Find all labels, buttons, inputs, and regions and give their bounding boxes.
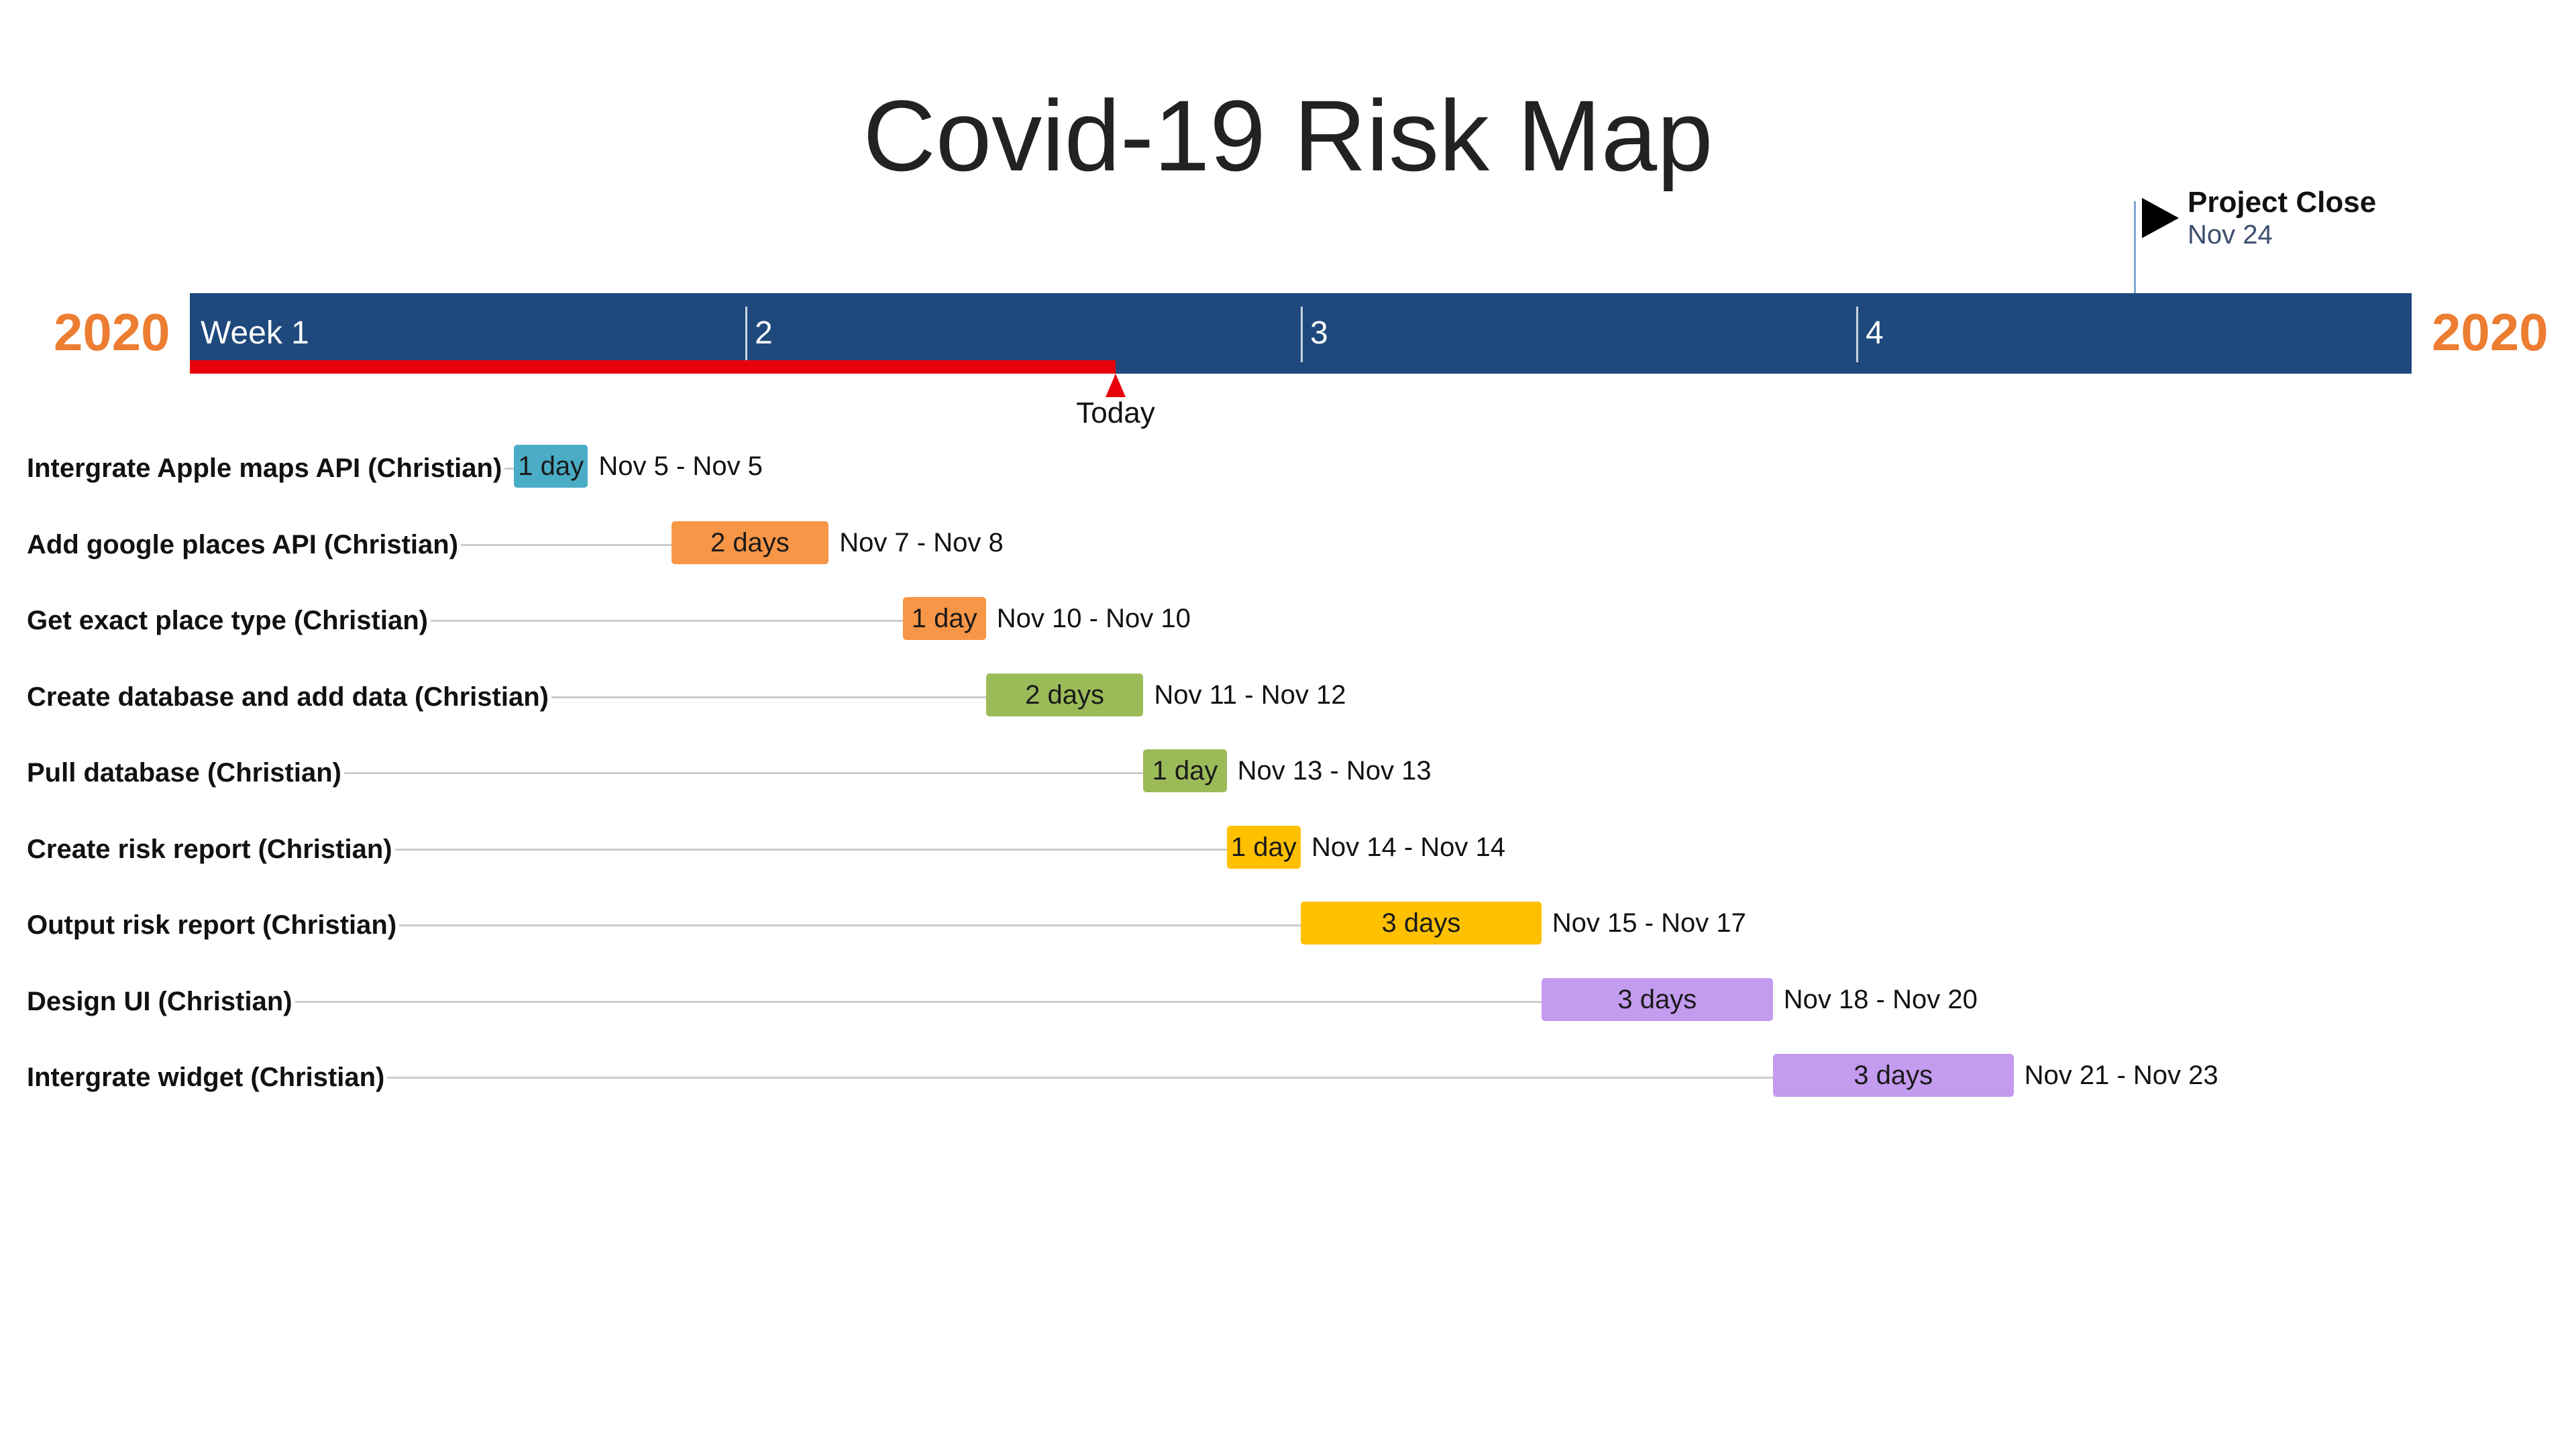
task-row: Intergrate Apple maps API (Christian) 1 d… <box>0 445 2576 492</box>
task-dates: Nov 15 - Nov 17 <box>1552 908 1746 938</box>
task-row: Create risk report (Christian) 1 day Nov 1… <box>0 825 2576 873</box>
flag-icon <box>2142 198 2179 238</box>
task-leader-line <box>40 1077 1773 1079</box>
task-row: Output risk report (Christian) 3 days Nov … <box>0 902 2576 949</box>
task-leader-line <box>40 924 1301 926</box>
task-dates: Nov 21 - Nov 23 <box>2024 1061 2218 1090</box>
task-duration: 3 days <box>1617 984 1697 1014</box>
task-duration: 1 day <box>1152 756 1218 786</box>
task-bar[interactable]: 1 day <box>1226 825 1301 869</box>
task-dates: Nov 10 - Nov 10 <box>996 604 1191 633</box>
task-row: Add google places API (Christian) 2 days N… <box>0 521 2576 568</box>
task-bar[interactable]: 1 day <box>514 445 588 488</box>
task-name: Intergrate widget (Christian) <box>27 1059 388 1095</box>
task-row: Get exact place type (Christian) 1 day Nov… <box>0 597 2576 644</box>
year-label-right: 2020 <box>2432 303 2548 362</box>
task-duration: 2 days <box>710 527 790 557</box>
progress-line <box>190 360 1116 374</box>
task-bar[interactable]: 3 days <box>1541 977 1773 1021</box>
task-duration: 3 days <box>1854 1061 1933 1090</box>
task-row: Design UI (Christian) 3 days Nov 18 - Nov … <box>0 977 2576 1025</box>
task-dates: Nov 5 - Nov 5 <box>598 451 763 481</box>
task-name: Pull database (Christian) <box>27 755 344 791</box>
task-leader-line <box>40 772 1144 774</box>
milestone-line <box>2134 201 2136 293</box>
milestone-date: Nov 24 <box>2188 220 2273 250</box>
task-dates: Nov 18 - Nov 20 <box>1783 984 1978 1014</box>
task-bar[interactable]: 1 day <box>1143 749 1227 792</box>
task-name: Get exact place type (Christian) <box>27 602 431 639</box>
chart-title: Covid-19 Risk Map <box>863 79 1713 192</box>
task-duration: 1 day <box>518 451 584 481</box>
task-leader-line <box>40 620 903 622</box>
week-divider <box>745 307 747 362</box>
today-marker-icon <box>1106 374 1126 397</box>
task-name: Create database and add data (Christian) <box>27 678 551 715</box>
year-label-left: 2020 <box>54 303 170 362</box>
task-dates: Nov 14 - Nov 14 <box>1311 832 1506 862</box>
task-row: Pull database (Christian) 1 day Nov 13 - N… <box>0 749 2576 796</box>
week-label: 3 <box>1310 315 1328 351</box>
task-duration: 2 days <box>1025 680 1105 710</box>
task-duration: 1 day <box>1230 832 1297 862</box>
week-label: 4 <box>1866 315 1884 351</box>
task-bar[interactable]: 2 days <box>671 521 829 564</box>
task-row: Intergrate widget (Christian) 3 days Nov 2… <box>0 1054 2576 1101</box>
task-bar[interactable]: 2 days <box>985 673 1144 716</box>
task-bar[interactable]: 1 day <box>902 597 986 640</box>
task-dates: Nov 13 - Nov 13 <box>1237 756 1432 786</box>
task-name: Add google places API (Christian) <box>27 526 462 563</box>
task-dates: Nov 11 - Nov 12 <box>1154 680 1346 710</box>
milestone-title: Project Close <box>2188 186 2377 219</box>
week-divider <box>1301 307 1303 362</box>
today-label: Today <box>1076 396 1155 429</box>
week-divider <box>1856 307 1858 362</box>
task-dates: Nov 7 - Nov 8 <box>839 527 1004 557</box>
task-duration: 3 days <box>1381 908 1461 938</box>
task-leader-line <box>40 1000 1542 1003</box>
task-name: Design UI (Christian) <box>27 983 295 1020</box>
task-name: Intergrate Apple maps API (Christian) <box>27 450 505 486</box>
task-row: Create database and add data (Christian)… <box>0 673 2576 720</box>
task-bar[interactable]: 3 days <box>1301 902 1542 945</box>
task-bar[interactable]: 3 days <box>1772 1054 2014 1097</box>
task-duration: 1 day <box>911 604 977 633</box>
task-leader-line <box>40 848 1227 851</box>
task-name: Output risk report (Christian) <box>27 907 400 943</box>
task-name: Create risk report (Christian) <box>27 830 395 867</box>
week-label: Week 1 <box>201 315 309 351</box>
week-label: 2 <box>755 315 773 351</box>
